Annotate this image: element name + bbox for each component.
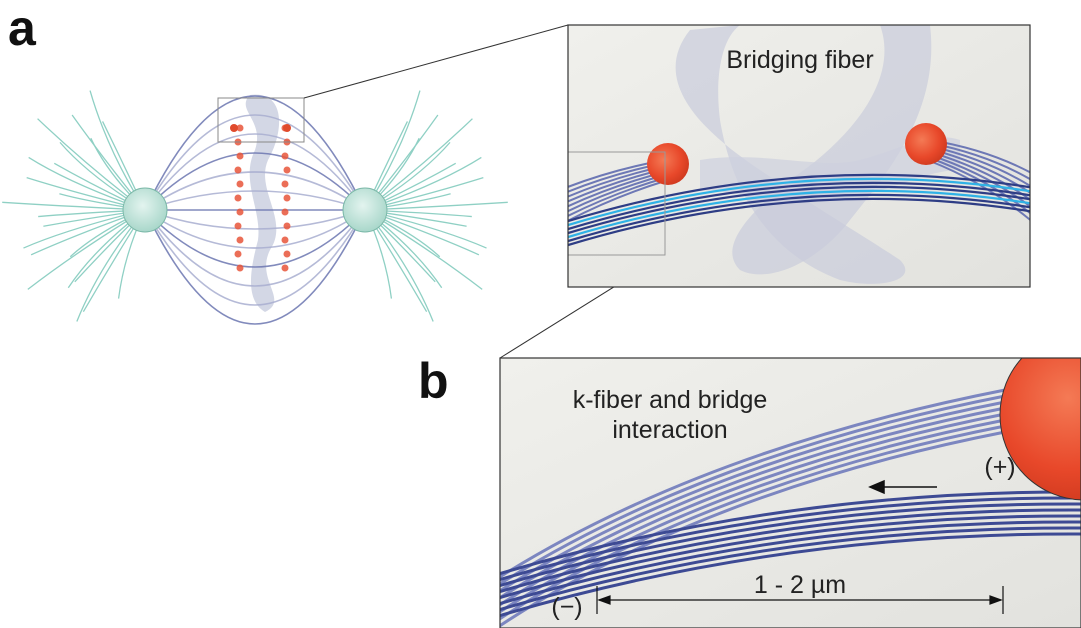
minus-end-label: (−) xyxy=(551,593,582,621)
k-fiber xyxy=(500,424,1006,621)
spindle-fiber xyxy=(144,190,366,211)
k-fiber xyxy=(500,430,1006,628)
zoom-frame xyxy=(499,357,1081,628)
bridging-fiber xyxy=(500,520,1081,606)
spindle-fiber xyxy=(144,114,366,211)
bridging-fiber xyxy=(500,532,1081,618)
kinetochore xyxy=(283,250,291,258)
bridging-fiber xyxy=(568,193,1030,243)
panel-label: b xyxy=(418,353,449,409)
bridging-fiber xyxy=(500,526,1081,612)
spindle-fiber xyxy=(144,209,366,249)
k-fiber xyxy=(929,157,1030,215)
kinetochore xyxy=(234,250,242,258)
spindle-fiber xyxy=(144,209,366,287)
bridging-fiber xyxy=(500,508,1081,594)
distance-label: 1 - 2 µm xyxy=(754,571,846,599)
spindle-fiber xyxy=(144,209,366,306)
k-fiber xyxy=(500,394,1006,586)
bridging-fiber xyxy=(568,185,1030,235)
kinetochore xyxy=(234,166,242,174)
kinetochore xyxy=(281,152,289,160)
kinetochore xyxy=(236,264,244,272)
bridging-fiber xyxy=(500,490,1081,576)
k-fiber xyxy=(500,418,1006,614)
panel-label: a xyxy=(8,0,37,56)
spindle-fiber xyxy=(144,133,366,211)
kinetochore xyxy=(234,222,242,230)
bridging-fiber xyxy=(500,514,1081,600)
zoom-line xyxy=(303,24,569,99)
kinetochore xyxy=(236,124,244,132)
bridging-fiber xyxy=(500,502,1081,588)
zoom-title: Bridging fiber xyxy=(726,46,873,74)
k-fiber xyxy=(500,388,1006,579)
dimension-line xyxy=(596,586,1004,614)
kinetochore xyxy=(283,194,291,202)
kinetochore xyxy=(234,194,242,202)
zoom-region xyxy=(217,97,305,143)
spindle xyxy=(2,90,508,325)
spindle-pole xyxy=(122,187,168,233)
kinetochore xyxy=(281,236,289,244)
spindle-fiber xyxy=(144,209,366,325)
kinetochore xyxy=(236,236,244,244)
kinetochore xyxy=(236,180,244,188)
bridging-fiber xyxy=(568,181,1030,231)
direction-arrow xyxy=(868,479,937,495)
zoom-b xyxy=(500,358,1081,628)
kinetochore xyxy=(281,208,289,216)
panel-title: interaction xyxy=(612,416,727,444)
panel-title: k-fiber and bridge xyxy=(573,386,768,414)
spindle-pole xyxy=(342,187,388,233)
bridging-fiber xyxy=(568,177,1030,227)
bridging-fiber xyxy=(568,173,1030,223)
spindle-fiber xyxy=(144,152,366,211)
bridging-fiber xyxy=(568,197,1030,247)
kinetochore xyxy=(281,180,289,188)
zoom-a xyxy=(568,25,1030,287)
k-fiber xyxy=(500,412,1006,607)
kinetochore xyxy=(236,208,244,216)
chromosomes xyxy=(245,94,280,312)
bridging-fiber xyxy=(500,496,1081,582)
plus-end-label: (+) xyxy=(984,453,1015,481)
spindle-fiber xyxy=(144,95,366,211)
zoom-frame xyxy=(567,24,1031,288)
kinetochore xyxy=(230,124,238,132)
kinetochore xyxy=(236,152,244,160)
kinetochore xyxy=(283,124,291,132)
kinetochore xyxy=(283,222,291,230)
bridging-fiber xyxy=(568,189,1030,239)
k-fiber xyxy=(568,177,666,218)
spindle-fiber xyxy=(144,209,366,268)
kinetochore xyxy=(281,264,289,272)
kinetochore xyxy=(283,166,291,174)
spindle-fiber xyxy=(144,209,366,230)
spindle-fiber xyxy=(144,171,366,211)
